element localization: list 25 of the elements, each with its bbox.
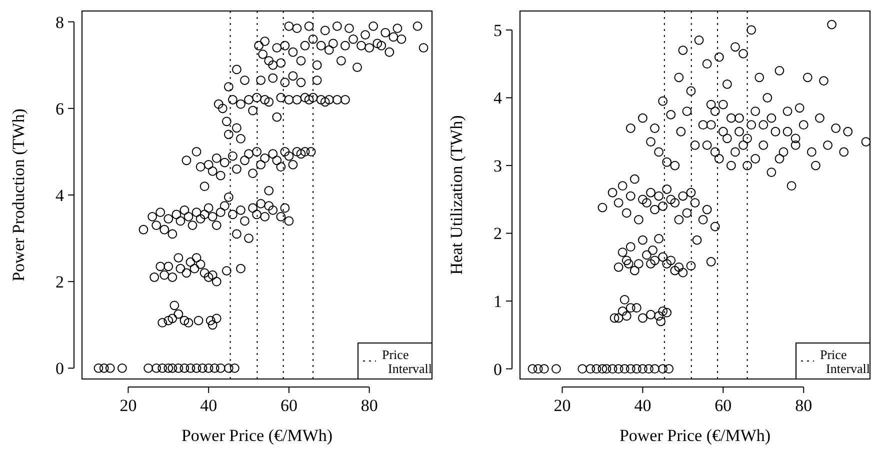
x-tick-label: 40 — [200, 396, 218, 415]
x-tick-label: 20 — [120, 396, 137, 415]
y-axis-title: Heat Utilization (TWh) — [447, 115, 466, 275]
x-axis-title: Power Price (€/MWh) — [619, 426, 771, 445]
x-axis-title: Power Price (€/MWh) — [181, 426, 333, 445]
y-tick-label: 3 — [494, 156, 502, 176]
y-tick-label: 4 — [494, 88, 502, 108]
y-tick-label: 8 — [56, 12, 64, 32]
ref-line-label: Price Intervall — [820, 347, 870, 376]
x-tick-label: 20 — [554, 396, 571, 415]
y-tick-label: 6 — [56, 99, 64, 118]
y-tick-label: 4 — [56, 186, 64, 205]
x-tick-label: 60 — [714, 396, 732, 415]
y-tick-label: 0 — [494, 360, 502, 379]
y-tick-label: 5 — [494, 20, 502, 40]
y-axis-title: Power Production (TWh) — [9, 108, 28, 282]
x-tick-label: 60 — [280, 396, 298, 415]
y-tick-label: 1 — [494, 292, 502, 312]
y-tick-label: 2 — [56, 272, 64, 292]
y-tick-label: 0 — [56, 359, 64, 378]
y-tick-label: 2 — [494, 224, 502, 244]
x-tick-label: 80 — [360, 396, 378, 415]
x-tick-label: 40 — [634, 396, 652, 415]
x-tick-label: 80 — [795, 396, 812, 415]
ref-line-label: Price Intervall — [382, 347, 432, 376]
